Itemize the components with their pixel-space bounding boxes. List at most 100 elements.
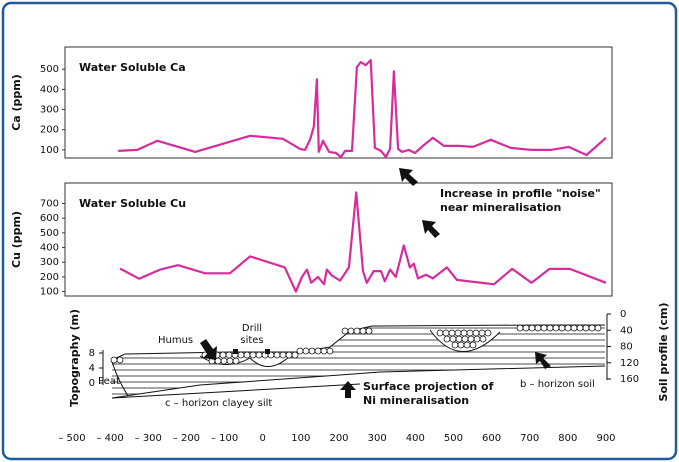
x-tick-label: 300 [368,433,387,444]
pebble [256,352,262,358]
y-tick-label: 100 [40,287,59,298]
pebble [274,352,280,358]
pebble [565,325,571,331]
pebble [444,336,450,342]
pebble [443,330,449,336]
pebble [553,325,559,331]
label: c – horizon clayey silt [165,398,272,409]
pebble [297,348,303,354]
x-tick-label: 600 [482,433,501,444]
pebble [480,336,486,342]
pebble [461,330,467,336]
chart-title: Water Soluble Ca [79,61,186,74]
pebble [366,328,372,334]
label: Drill [242,323,262,334]
x-tick-label: – 300 [135,433,162,444]
y-axis-label: Ca (ppm) [10,74,23,131]
label: b – horizon soil [520,379,595,390]
pebble [467,330,473,336]
pebble [474,336,480,342]
pebble [541,325,547,331]
pebble [221,358,227,364]
y-tick-label: 300 [40,105,59,116]
pebble [360,328,366,334]
pebble [468,336,474,342]
pebble [280,352,286,358]
pebble [595,325,601,331]
label: sites [240,335,263,346]
y-tick-label: 8 [89,348,95,359]
pebble [226,352,232,358]
x-tick-label: – 100 [211,433,238,444]
x-tick-label: – 500 [58,433,85,444]
pebble [321,348,327,354]
drill-site [265,349,270,354]
pebble [238,352,244,358]
pebble [462,336,468,342]
pebble [529,325,535,331]
pebble [227,358,233,364]
label: Surface projection of [363,380,494,393]
pebble [464,342,470,348]
y-tick-label: 500 [40,228,59,239]
pebble [449,330,455,336]
pebble [571,325,577,331]
y-tick-label: 120 [620,358,639,369]
x-tick-label: 200 [329,433,348,444]
pebble [547,325,553,331]
pebble [342,328,348,334]
label: Humus [158,335,193,346]
y-tick-label: 200 [40,272,59,283]
pebble [450,336,456,342]
pebble [517,325,523,331]
pebble [292,352,298,358]
y-tick-label: 400 [40,84,59,95]
pebble [437,330,443,336]
label: Ni mineralisation [363,394,469,407]
y-axis-label: Cu (ppm) [10,211,23,268]
pebble [117,357,123,363]
axis-label: Topography (m) [68,309,81,407]
pebble [583,325,589,331]
pebble [479,330,485,336]
y-tick-label: 600 [40,213,59,224]
x-tick-label: 0 [260,433,266,444]
label: Peat [98,376,120,387]
pebble [309,348,315,354]
drill-site [233,349,238,354]
pebble [452,342,458,348]
page: Humus Drill sites Peat b – horizon soil … [0,0,679,462]
x-tick-label: – 200 [173,433,200,444]
y-tick-label: 100 [40,145,59,156]
pebble [348,328,354,334]
y-tick-label: 0 [89,378,95,389]
pebble [577,325,583,331]
x-tick-label: – 400 [97,433,124,444]
y-tick-label: 500 [40,64,59,75]
y-tick-label: 160 [620,374,639,385]
x-tick-label: 700 [520,433,539,444]
y-tick-label: 400 [40,243,59,254]
pebble [458,342,464,348]
annotation: near mineralisation [440,201,561,214]
pebble [473,330,479,336]
x-tick-label: 100 [291,433,310,444]
x-tick-label: 500 [444,433,463,444]
y-tick-label: 200 [40,125,59,136]
annotation: Increase in profile "noise" [440,187,601,200]
pebble [470,342,476,348]
x-tick-label: 800 [558,433,577,444]
pebble [111,357,117,363]
pebble [303,348,309,354]
y-tick-label: 300 [40,257,59,268]
pebble [535,325,541,331]
pebble [244,352,250,358]
pebble [456,336,462,342]
pebble [233,358,239,364]
y-tick-label: 700 [40,199,59,210]
pebble [327,348,333,354]
x-tick-label: 400 [406,433,425,444]
axis-label: Soil profile (cm) [657,303,670,402]
y-tick-label: 80 [620,342,633,353]
y-tick-label: 4 [89,363,95,374]
